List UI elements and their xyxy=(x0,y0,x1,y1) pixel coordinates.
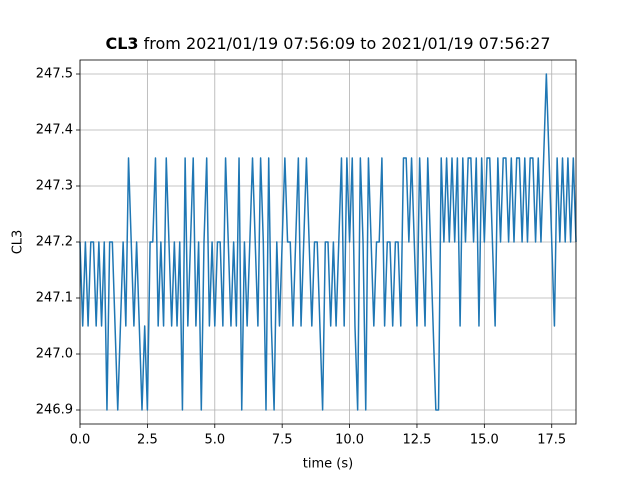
title-name: CL3 xyxy=(105,34,138,53)
y-tick-label: 247.2 xyxy=(36,235,73,250)
x-tick-label: 15.0 xyxy=(470,433,499,448)
x-tick-label: 0.0 xyxy=(70,433,91,448)
x-tick-label: 10.0 xyxy=(335,433,364,448)
x-axis-label: time (s) xyxy=(303,457,353,472)
x-tick-label: 2.5 xyxy=(137,433,158,448)
title-text: from 2021/01/19 07:56:09 to 2021/01/19 0… xyxy=(144,34,551,53)
y-axis-label: CL3 xyxy=(11,230,26,255)
y-tick-label: 247.1 xyxy=(36,291,73,306)
y-tick-label: 247.0 xyxy=(36,347,73,362)
x-tick-label: 17.5 xyxy=(537,433,566,448)
data-line xyxy=(79,73,577,411)
x-tick-label: 7.5 xyxy=(272,433,293,448)
y-tick-label: 247.3 xyxy=(36,179,73,194)
y-tick-label: 247.4 xyxy=(36,123,73,138)
plot-area xyxy=(79,73,577,411)
y-tick-label: 246.9 xyxy=(36,403,73,418)
y-tick-label: 247.5 xyxy=(36,67,73,82)
x-tick-label: 12.5 xyxy=(402,433,431,448)
x-tick-label: 5.0 xyxy=(204,433,225,448)
chart-title: CL3 from 2021/01/19 07:56:09 to 2021/01/… xyxy=(105,34,550,53)
